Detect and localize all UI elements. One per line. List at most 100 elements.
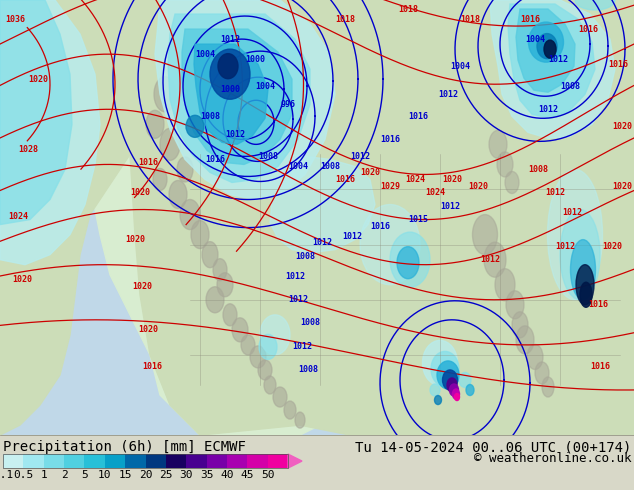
- Ellipse shape: [223, 304, 237, 326]
- Text: 1004: 1004: [195, 49, 215, 59]
- Text: 30: 30: [179, 469, 193, 480]
- Text: 1004: 1004: [255, 82, 275, 91]
- Polygon shape: [0, 0, 130, 435]
- Bar: [44, 454, 65, 468]
- Text: 1020: 1020: [138, 325, 158, 334]
- Ellipse shape: [273, 387, 287, 407]
- Text: 1012: 1012: [292, 343, 312, 351]
- Ellipse shape: [206, 287, 224, 313]
- Polygon shape: [0, 0, 100, 265]
- Ellipse shape: [202, 242, 218, 268]
- Text: 1020: 1020: [130, 188, 150, 197]
- Text: 0.1: 0.1: [0, 469, 13, 480]
- Text: 35: 35: [200, 469, 213, 480]
- Text: 1000: 1000: [245, 55, 265, 64]
- Text: 5: 5: [81, 469, 87, 480]
- Ellipse shape: [241, 335, 255, 355]
- Text: 1018: 1018: [460, 15, 480, 24]
- Text: 1012: 1012: [538, 105, 558, 114]
- Ellipse shape: [450, 384, 458, 396]
- Text: 1008: 1008: [295, 252, 315, 261]
- Text: 1012: 1012: [288, 295, 308, 304]
- Ellipse shape: [210, 49, 250, 99]
- Ellipse shape: [434, 395, 441, 405]
- Bar: [145, 454, 166, 468]
- Text: 15: 15: [119, 469, 132, 480]
- Text: 1000: 1000: [220, 85, 240, 94]
- Text: 10: 10: [98, 469, 112, 480]
- Text: 1016: 1016: [408, 112, 428, 121]
- Ellipse shape: [232, 318, 248, 342]
- Text: 20: 20: [139, 469, 152, 480]
- Text: 1016: 1016: [380, 135, 400, 144]
- Polygon shape: [155, 0, 335, 199]
- Bar: [64, 454, 85, 468]
- Text: 1020: 1020: [28, 74, 48, 84]
- Text: 2: 2: [61, 469, 67, 480]
- Text: 1012: 1012: [285, 272, 305, 281]
- Ellipse shape: [529, 22, 564, 62]
- Ellipse shape: [548, 170, 602, 300]
- Text: 1008: 1008: [200, 112, 220, 121]
- Polygon shape: [0, 0, 72, 224]
- Text: 1016: 1016: [590, 363, 610, 371]
- Text: 1012: 1012: [548, 55, 568, 64]
- Ellipse shape: [264, 376, 276, 394]
- Text: 1012: 1012: [438, 90, 458, 99]
- Ellipse shape: [560, 210, 600, 300]
- Bar: [247, 454, 268, 468]
- Text: 1020: 1020: [360, 168, 380, 177]
- Ellipse shape: [489, 130, 507, 158]
- Text: 1004: 1004: [450, 62, 470, 71]
- Text: 1028: 1028: [18, 145, 38, 154]
- Polygon shape: [516, 9, 575, 92]
- Ellipse shape: [535, 362, 549, 384]
- Text: 1020: 1020: [468, 182, 488, 191]
- Text: 1016: 1016: [138, 158, 158, 167]
- Ellipse shape: [495, 269, 515, 301]
- Ellipse shape: [512, 312, 528, 338]
- Text: 1012: 1012: [350, 152, 370, 161]
- Text: 1012: 1012: [220, 35, 240, 44]
- Text: 1012: 1012: [225, 130, 245, 139]
- Ellipse shape: [497, 152, 513, 177]
- Text: 1004: 1004: [288, 162, 308, 171]
- Ellipse shape: [154, 77, 176, 112]
- Bar: [207, 454, 228, 468]
- Text: 1016: 1016: [205, 155, 225, 164]
- Ellipse shape: [259, 334, 277, 360]
- Ellipse shape: [153, 169, 167, 191]
- Text: 1008: 1008: [300, 318, 320, 327]
- Text: 1018: 1018: [335, 15, 355, 24]
- Text: Tu 14-05-2024 00..06 UTC (00+174): Tu 14-05-2024 00..06 UTC (00+174): [354, 440, 631, 454]
- Ellipse shape: [472, 215, 498, 255]
- Ellipse shape: [437, 361, 459, 389]
- Polygon shape: [130, 0, 634, 435]
- Ellipse shape: [258, 360, 272, 380]
- Text: 1020: 1020: [125, 235, 145, 244]
- Text: 1008: 1008: [258, 152, 278, 161]
- Text: 1012: 1012: [545, 188, 565, 197]
- Text: 1016: 1016: [335, 175, 355, 184]
- Ellipse shape: [177, 157, 193, 182]
- Ellipse shape: [295, 412, 305, 428]
- Ellipse shape: [250, 346, 266, 368]
- Text: 0.5: 0.5: [13, 469, 34, 480]
- Polygon shape: [270, 154, 375, 253]
- Bar: [125, 454, 146, 468]
- Text: 1004: 1004: [525, 35, 545, 44]
- Ellipse shape: [218, 53, 238, 79]
- Ellipse shape: [459, 372, 471, 388]
- Ellipse shape: [505, 172, 519, 194]
- Ellipse shape: [466, 385, 474, 395]
- Ellipse shape: [506, 291, 524, 319]
- Ellipse shape: [453, 389, 460, 399]
- Text: 1012: 1012: [480, 255, 500, 264]
- Text: 1024: 1024: [425, 188, 445, 197]
- Ellipse shape: [186, 115, 204, 137]
- Ellipse shape: [160, 128, 180, 160]
- Text: 40: 40: [220, 469, 234, 480]
- Polygon shape: [60, 0, 634, 435]
- Ellipse shape: [430, 384, 440, 396]
- Text: 1020: 1020: [12, 275, 32, 284]
